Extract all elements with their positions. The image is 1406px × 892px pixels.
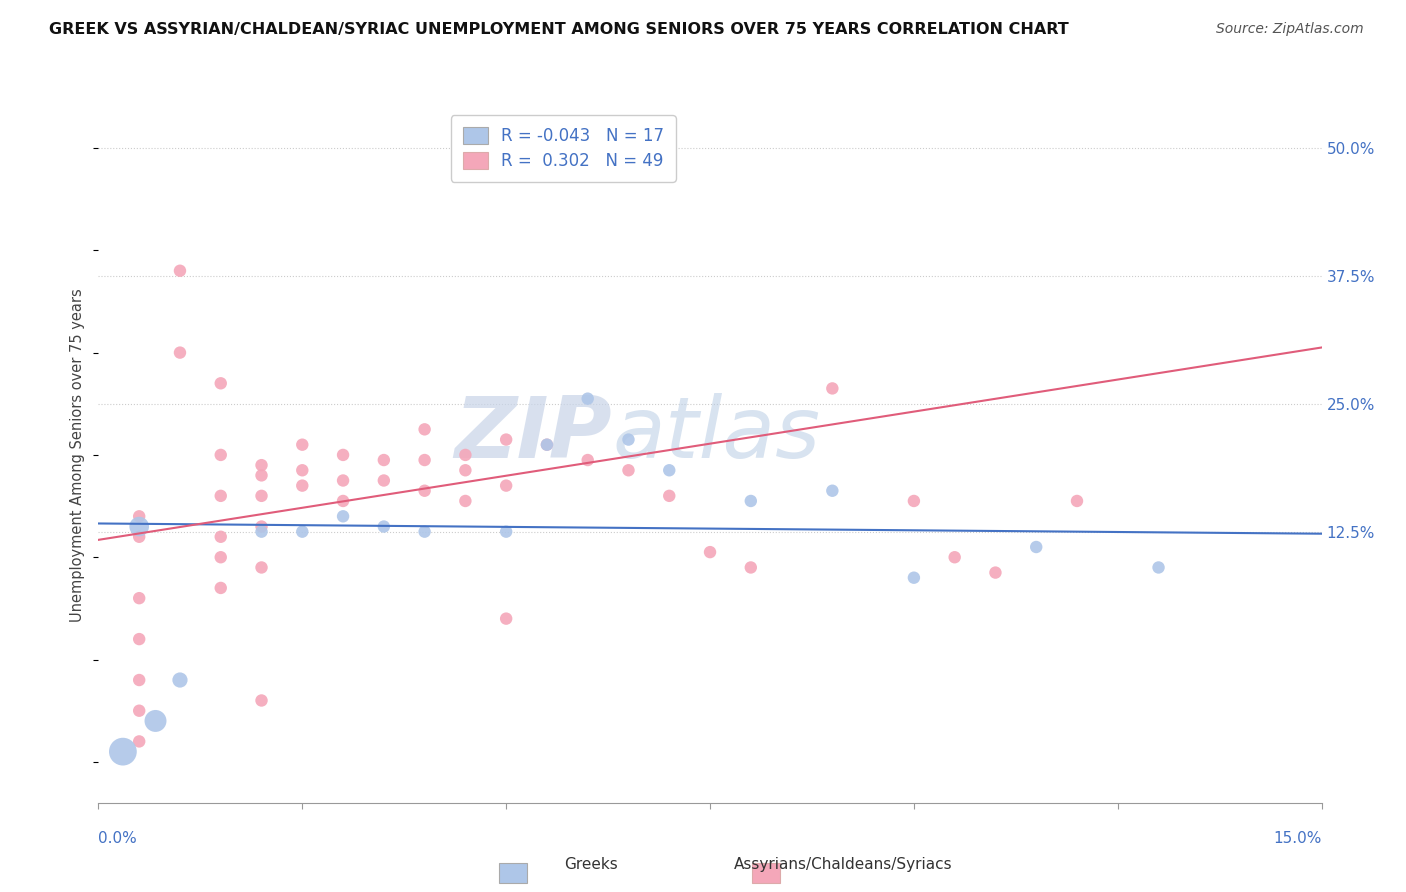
Point: [128, 519, 150, 533]
Point: [250, 519, 273, 533]
Point: [250, 489, 273, 503]
Text: atlas: atlas: [612, 392, 820, 475]
Point: [128, 530, 150, 544]
Point: [740, 494, 762, 508]
Point: [128, 509, 150, 524]
Point: [699, 545, 721, 559]
Point: [332, 494, 354, 508]
Y-axis label: Unemployment Among Seniors over 75 years: Unemployment Among Seniors over 75 years: [70, 288, 86, 622]
Point: [250, 468, 273, 483]
Point: [576, 392, 599, 406]
Point: [209, 489, 232, 503]
Point: [169, 264, 191, 278]
Point: [821, 483, 844, 498]
Point: [250, 693, 273, 707]
Point: [169, 673, 191, 687]
Point: [495, 524, 517, 539]
Point: [128, 704, 150, 718]
Point: [169, 345, 191, 359]
Point: [576, 453, 599, 467]
Point: [495, 612, 517, 626]
Text: GREEK VS ASSYRIAN/CHALDEAN/SYRIAC UNEMPLOYMENT AMONG SENIORS OVER 75 YEARS CORRE: GREEK VS ASSYRIAN/CHALDEAN/SYRIAC UNEMPL…: [49, 22, 1069, 37]
Point: [128, 734, 150, 748]
Point: [128, 632, 150, 646]
Point: [1066, 494, 1088, 508]
Point: [658, 463, 681, 477]
Point: [145, 714, 167, 728]
Point: [413, 524, 436, 539]
Point: [495, 478, 517, 492]
Point: [250, 560, 273, 574]
Point: [209, 550, 232, 565]
Text: Greeks: Greeks: [564, 857, 617, 872]
Point: [332, 474, 354, 488]
Point: [740, 560, 762, 574]
Point: [291, 463, 314, 477]
Point: [495, 433, 517, 447]
Point: [1025, 540, 1047, 554]
Point: [291, 524, 314, 539]
Point: [903, 571, 925, 585]
Point: [291, 478, 314, 492]
Point: [291, 438, 314, 452]
Point: [454, 463, 477, 477]
Point: [111, 745, 134, 759]
Point: [984, 566, 1007, 580]
Point: [617, 463, 640, 477]
Point: [658, 489, 681, 503]
Point: [128, 673, 150, 687]
Point: [332, 509, 354, 524]
Point: [536, 438, 558, 452]
Point: [209, 448, 232, 462]
Point: [821, 381, 844, 395]
Text: 15.0%: 15.0%: [1274, 831, 1322, 846]
Point: [617, 433, 640, 447]
Legend: R = -0.043   N = 17, R =  0.302   N = 49: R = -0.043 N = 17, R = 0.302 N = 49: [451, 115, 675, 182]
Text: 0.0%: 0.0%: [98, 831, 138, 846]
Text: Assyrians/Chaldeans/Syriacs: Assyrians/Chaldeans/Syriacs: [734, 857, 953, 872]
Point: [536, 438, 558, 452]
Point: [413, 453, 436, 467]
Point: [373, 453, 395, 467]
Point: [373, 474, 395, 488]
Point: [209, 530, 232, 544]
Text: ZIP: ZIP: [454, 392, 612, 475]
Point: [1147, 560, 1170, 574]
Point: [454, 448, 477, 462]
Point: [413, 422, 436, 436]
Point: [128, 591, 150, 606]
Point: [373, 519, 395, 533]
Point: [250, 524, 273, 539]
Point: [413, 483, 436, 498]
Point: [943, 550, 966, 565]
Point: [209, 581, 232, 595]
Point: [332, 448, 354, 462]
Point: [903, 494, 925, 508]
Point: [250, 458, 273, 472]
Point: [454, 494, 477, 508]
Point: [209, 376, 232, 391]
Text: Source: ZipAtlas.com: Source: ZipAtlas.com: [1216, 22, 1364, 37]
